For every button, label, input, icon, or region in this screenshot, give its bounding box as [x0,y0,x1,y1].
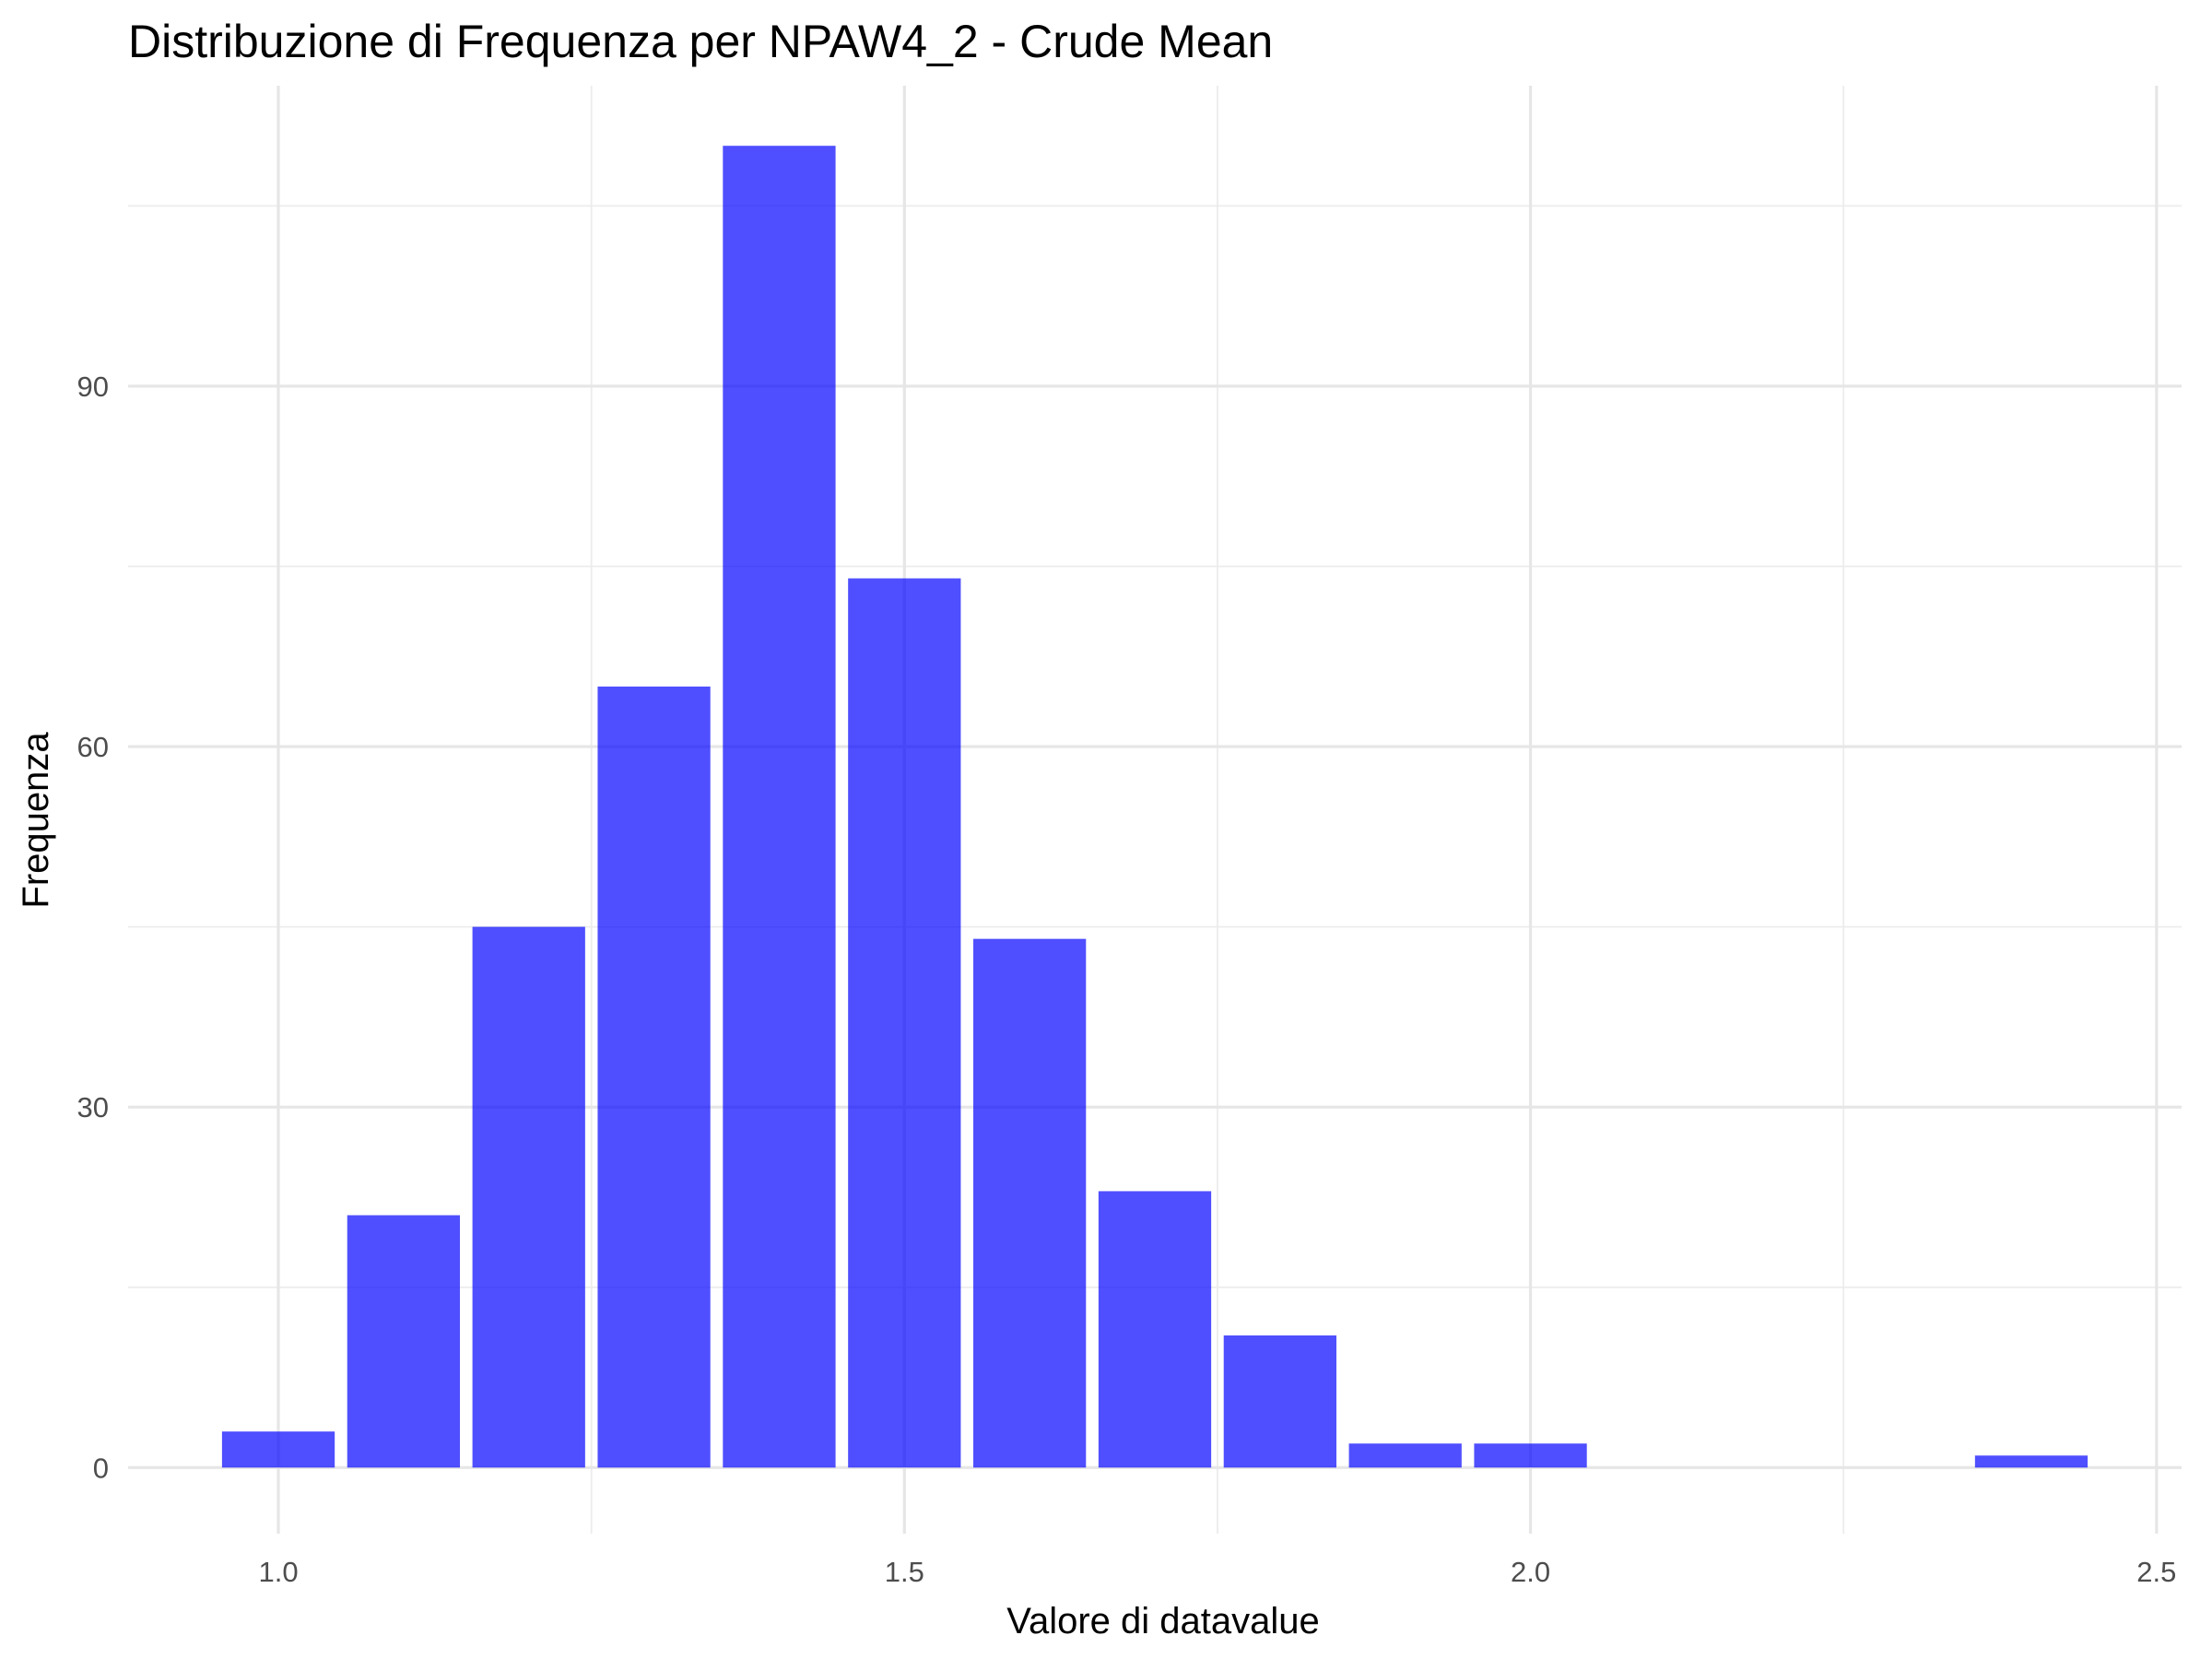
x-axis-title: Valore di datavalue [1006,1601,1320,1641]
histogram-bar [1974,1455,2088,1468]
x-tick-label: 2.5 [2136,1556,2176,1588]
y-axis-title: Frequenza [16,732,56,909]
histogram-bar [1098,1191,1212,1468]
histogram-bar [973,938,1087,1468]
histogram-bar [472,926,585,1468]
y-tick-label: 90 [77,371,109,403]
x-tick-label: 2.0 [1511,1556,1550,1588]
histogram-bar [1474,1443,1587,1468]
y-tick-label: 60 [77,731,109,763]
histogram-bar [597,686,711,1468]
histogram-bar [848,578,961,1468]
x-tick-label: 1.5 [885,1556,924,1588]
x-axis-tick-labels: 1.0 1.5 2.0 2.5 [258,1556,2176,1588]
histogram-bar [1223,1335,1336,1468]
y-tick-label: 30 [77,1091,109,1124]
histogram-bar [347,1215,461,1468]
y-tick-label: 0 [93,1452,109,1484]
y-axis-tick-labels: 0 30 60 90 [77,371,109,1484]
x-tick-label: 1.0 [258,1556,298,1588]
histogram-bar [221,1431,335,1468]
histogram-bar [1348,1443,1462,1468]
chart-title: Distribuzione di Frequenza per NPAW4_2 -… [128,16,1273,67]
bars [221,146,2088,1468]
histogram-bar [723,146,836,1468]
